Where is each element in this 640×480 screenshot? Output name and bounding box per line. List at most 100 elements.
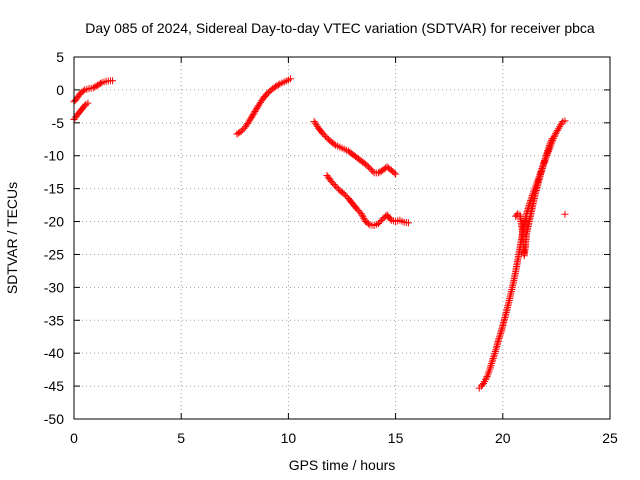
data-point (330, 140, 338, 148)
data-point (488, 358, 496, 366)
series-arc-4 (323, 171, 412, 229)
series-arc-3 (310, 118, 400, 178)
data-point (330, 180, 338, 188)
data-point (376, 168, 384, 176)
data-point (329, 179, 337, 187)
data-point (374, 169, 382, 177)
data-point (482, 374, 490, 382)
data-point (109, 77, 117, 85)
data-point (253, 105, 261, 113)
series-layer (70, 75, 569, 392)
data-point (482, 376, 490, 384)
data-point (367, 166, 375, 174)
data-point (94, 81, 102, 89)
data-point (251, 107, 259, 115)
x-tick-label: 5 (177, 430, 185, 446)
data-point (489, 354, 497, 362)
data-point (332, 182, 340, 190)
series-arc-1a (70, 77, 117, 106)
y-tick-label: -15 (44, 181, 64, 197)
y-tick-label: -45 (44, 378, 64, 394)
data-point (96, 80, 104, 88)
data-point (547, 136, 555, 144)
data-point (342, 191, 350, 199)
data-point (237, 127, 245, 135)
data-point (552, 130, 560, 138)
data-point (553, 126, 561, 134)
data-point (353, 205, 361, 213)
data-point (358, 211, 366, 219)
data-point (239, 126, 247, 134)
data-point (376, 218, 384, 226)
y-tick-label: 5 (56, 49, 64, 65)
data-point (547, 138, 555, 146)
data-point (488, 360, 496, 368)
x-tick-label: 15 (388, 430, 404, 446)
data-point (272, 83, 280, 91)
y-tick-label: -5 (52, 115, 65, 131)
data-point (489, 356, 497, 364)
data-point (377, 216, 385, 224)
data-point (487, 361, 495, 369)
data-point (233, 130, 241, 138)
data-point (364, 163, 372, 171)
data-point (491, 349, 499, 357)
y-tick-label: -20 (44, 214, 64, 230)
x-tick-label: 10 (281, 430, 297, 446)
data-point (89, 84, 97, 92)
plot-frame (73, 56, 611, 420)
data-point (561, 117, 569, 125)
data-point (495, 334, 503, 342)
data-point (357, 210, 365, 218)
data-point (543, 150, 551, 158)
data-point (542, 153, 550, 161)
data-point (333, 184, 341, 192)
data-point (319, 129, 327, 137)
grid-lines (74, 57, 610, 419)
data-point (250, 109, 258, 117)
data-point (369, 167, 377, 175)
data-point (490, 351, 498, 359)
data-point (392, 170, 400, 178)
data-point (248, 113, 256, 121)
y-tick-label: -35 (44, 312, 64, 328)
data-point (274, 81, 282, 89)
data-point (247, 115, 255, 123)
data-point (374, 220, 382, 228)
axis-ticks: 0 5 10 15 20 25 5 0 -5 -10 -15 -20 -25 -30 -35 -40 -45 -5… (44, 49, 618, 446)
data-point (545, 142, 553, 150)
data-point (249, 110, 257, 118)
y-tick-label: 0 (56, 82, 64, 98)
data-point (483, 372, 491, 380)
chart-title: Day 085 of 2024, Sidereal Day-to-day VTE… (85, 20, 595, 36)
data-point (91, 83, 99, 91)
y-tick-label: -30 (44, 279, 64, 295)
data-point (252, 106, 260, 114)
data-point (546, 140, 554, 148)
y-axis-label: SDTVAR / TECUs (4, 182, 20, 294)
data-point (495, 336, 503, 344)
series-outlier (561, 210, 569, 218)
data-point (320, 131, 328, 139)
data-point (492, 346, 500, 354)
x-axis-label: GPS time / hours (289, 457, 396, 473)
data-point (543, 148, 551, 156)
data-point (545, 143, 553, 151)
data-point (486, 365, 494, 373)
data-point (496, 333, 504, 341)
data-point (354, 207, 362, 215)
data-point (486, 363, 494, 371)
data-point (234, 129, 242, 137)
data-point (542, 151, 550, 159)
x-tick-label: 20 (495, 430, 511, 446)
data-point (541, 156, 549, 164)
x-tick-label: 25 (602, 430, 618, 446)
data-point (84, 99, 92, 107)
data-point (246, 116, 254, 124)
series-arc-2 (233, 75, 295, 138)
data-point (551, 131, 559, 139)
data-point (496, 331, 504, 339)
data-point (544, 145, 552, 153)
